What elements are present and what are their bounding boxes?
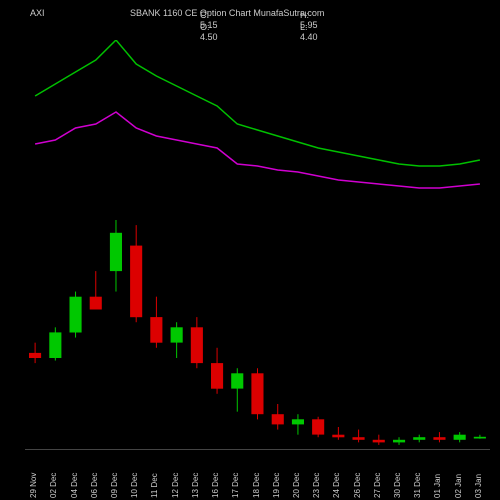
- x-tick-label: 18 Dec: [252, 473, 261, 498]
- candle-body: [171, 327, 183, 342]
- chart-svg: [25, 40, 490, 450]
- candle-body: [29, 353, 41, 358]
- candle-body: [150, 317, 162, 343]
- x-tick-label: 26 Dec: [353, 473, 362, 498]
- x-tick-label: 16 Dec: [211, 473, 220, 498]
- x-tick-label: 19 Dec: [272, 473, 281, 498]
- stat-l: L: 4.40: [300, 22, 318, 42]
- stat-o: O: 4.50: [200, 22, 218, 42]
- candle-body: [312, 419, 324, 434]
- indicator-line-green: [35, 40, 480, 166]
- indicator-line-magenta: [35, 112, 480, 188]
- candle-body: [211, 363, 223, 389]
- x-tick-label: 23 Dec: [312, 473, 321, 498]
- candle-body: [353, 437, 365, 440]
- chart-container: AXI SBANK 1160 CE Option Chart MunafaSut…: [0, 0, 500, 500]
- candle-body: [272, 414, 284, 424]
- x-tick-label: 17 Dec: [231, 473, 240, 498]
- x-tick-label: 06 Dec: [90, 473, 99, 498]
- symbol-left: AXI: [30, 8, 45, 18]
- x-tick-label: 24 Dec: [332, 473, 341, 498]
- x-axis: 29 Nov 02 Dec 04 Dec 06 Dec 09 Dec 10 Dec 11 D…: [25, 450, 490, 500]
- x-tick-label: 31 Dec: [413, 473, 422, 498]
- candle-body: [433, 437, 445, 440]
- x-tick-label: 29 Nov: [29, 473, 38, 498]
- candle-body: [292, 419, 304, 424]
- candle-body: [332, 435, 344, 438]
- chart-title: SBANK 1160 CE Option Chart MunafaSutra.c…: [130, 8, 324, 18]
- x-tick-label: 11 Dec: [150, 473, 159, 498]
- candle-body: [393, 440, 405, 443]
- candle-body: [49, 332, 61, 358]
- candle-body: [70, 297, 82, 333]
- candle-body: [454, 435, 466, 440]
- x-tick-label: 20 Dec: [292, 473, 301, 498]
- candle-body: [130, 246, 142, 318]
- x-tick-label: 30 Dec: [393, 473, 402, 498]
- candle-body: [231, 373, 243, 388]
- x-tick-label: 03 Jan: [474, 474, 483, 498]
- candle-body: [90, 297, 102, 310]
- x-tick-label: 02 Jan: [454, 474, 463, 498]
- x-tick-label: 09 Dec: [110, 473, 119, 498]
- plot-area: [25, 40, 490, 450]
- candle-body: [413, 437, 425, 440]
- x-tick-label: 10 Dec: [130, 473, 139, 498]
- candle-body: [110, 233, 122, 271]
- x-tick-label: 13 Dec: [191, 473, 200, 498]
- candle-body: [474, 437, 486, 439]
- x-tick-label: 12 Dec: [171, 473, 180, 498]
- x-tick-label: 02 Dec: [49, 473, 58, 498]
- x-tick-label: 01 Jan: [433, 474, 442, 498]
- x-tick-label: 27 Dec: [373, 473, 382, 498]
- x-tick-label: 04 Dec: [70, 473, 79, 498]
- candle-body: [251, 373, 263, 414]
- candle-body: [191, 327, 203, 363]
- candle-body: [373, 440, 385, 443]
